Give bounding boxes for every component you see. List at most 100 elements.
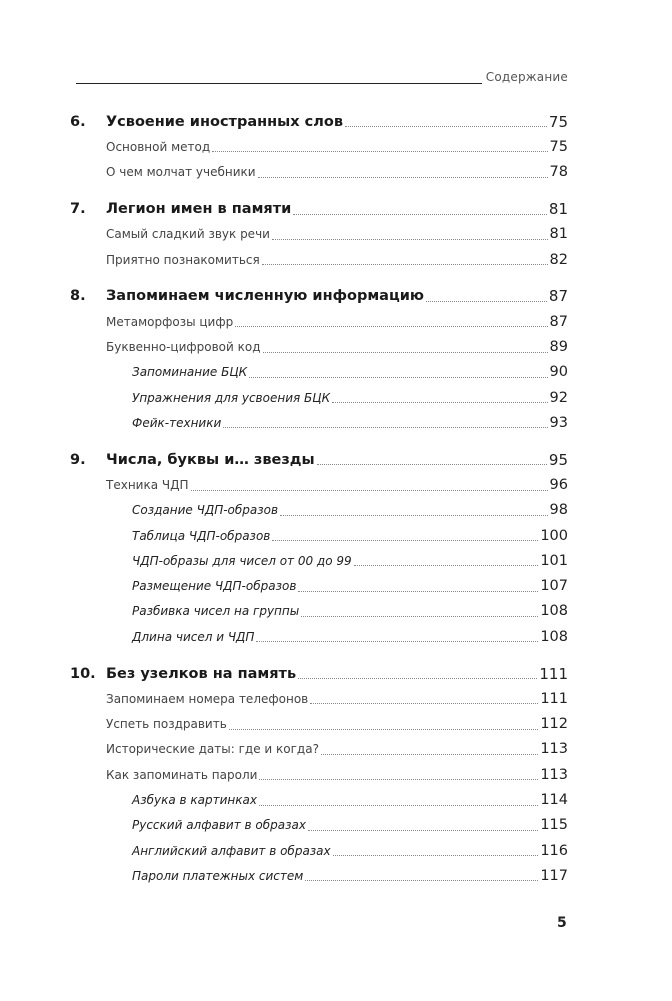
dot-leader [235, 325, 548, 328]
toc-section-row[interactable]: Техника ЧДП 96 [70, 472, 568, 497]
entry-title: Запоминаем номера телефонов [106, 691, 309, 706]
dot-leader [212, 150, 548, 153]
entry-title: О чем молчат учебники [106, 165, 256, 180]
chapter-number: 6. [70, 113, 86, 130]
entry-title: Упражнения для усвоения БЦК [132, 390, 331, 405]
entry-title: Фейк-техники [132, 415, 222, 430]
chapter-title: Запоминаем численную информацию [106, 288, 424, 305]
toc-subsection-row[interactable]: Запоминание БЦК 90 [70, 360, 568, 385]
toc-subsection-row[interactable]: Английский алфавит в образах 116 [70, 838, 568, 863]
toc-section-row[interactable]: Буквенно-цифровой код 89 [70, 334, 568, 359]
toc-chapter-row[interactable]: 9. Числа, буквы и… звезды 95 [70, 447, 568, 472]
toc-chapter-row[interactable]: 6. Усвоение иностранных слов 75 [70, 109, 568, 134]
toc-subsection-row[interactable]: Длина чисел и ЧДП 108 [70, 624, 568, 649]
toc-section-row[interactable]: Как запоминать пароли 113 [70, 762, 568, 787]
dot-leader [298, 677, 538, 680]
toc-subsection-row[interactable]: Азбука в картинках 114 [70, 787, 568, 812]
entry-title: Метаморфозы цифр [106, 314, 234, 329]
entry-title: Буквенно-цифровой код [106, 340, 261, 355]
toc-subsection-row[interactable]: Создание ЧДП-образов 98 [70, 498, 568, 523]
dot-leader [228, 728, 539, 730]
dot-leader [256, 640, 539, 643]
page-ref: 112 [540, 716, 568, 733]
toc-subsection-row[interactable]: Пароли платежных систем 117 [70, 863, 568, 888]
toc-section-row[interactable]: Запоминаем номера телефонов 111 [70, 686, 568, 711]
page-ref: 98 [549, 502, 568, 519]
entry-title: Создание ЧДП-образов [132, 503, 279, 518]
dot-leader [190, 489, 548, 491]
chapter-number: 9. [70, 451, 86, 468]
dot-leader [257, 176, 548, 178]
dot-leader [316, 463, 547, 466]
toc-section-row[interactable]: Самый сладкий звук речи 81 [70, 222, 568, 247]
dot-leader [262, 351, 548, 353]
dot-leader [293, 213, 547, 215]
dot-leader [307, 829, 539, 831]
page-ref: 111 [540, 690, 568, 707]
dot-leader [261, 263, 548, 266]
entry-title: Пароли платежных систем [132, 868, 304, 883]
dot-leader [280, 514, 548, 516]
page-ref: 82 [549, 251, 568, 268]
dot-leader [425, 300, 547, 302]
dot-leader [272, 539, 539, 542]
page-ref: 81 [549, 226, 568, 243]
entry-title: Основной метод [106, 139, 211, 154]
dot-leader [332, 854, 539, 857]
page-ref: 108 [540, 628, 568, 645]
toc-subsection-row[interactable]: Русский алфавит в образах 115 [70, 813, 568, 838]
toc-chapter: 7. Легион имен в памяти 81 Самый сладкий зв… [70, 196, 568, 272]
toc-section-row[interactable]: Успеть поздравить 112 [70, 712, 568, 737]
entry-title: Самый сладкий звук речи [106, 227, 270, 242]
toc-chapter-row[interactable]: 10. Без узелков на память 111 [70, 661, 568, 686]
toc-subsection-row[interactable]: Таблица ЧДП-образов 100 [70, 523, 568, 548]
toc-subsection-row[interactable]: Размещение ЧДП-образов 107 [70, 574, 568, 599]
page-ref: 95 [548, 450, 568, 469]
page-ref: 115 [540, 817, 568, 834]
page-ref: 75 [548, 112, 568, 131]
entry-title: Запоминание БЦК [132, 365, 248, 380]
chapter-title: Легион имен в памяти [106, 201, 292, 218]
dot-leader [271, 238, 548, 240]
entry-title: Приятно познакомиться [106, 252, 260, 267]
toc-section-row[interactable]: О чем молчат учебники 78 [70, 160, 568, 185]
toc-subsection-row[interactable]: Разбивка чисел на группы 108 [70, 599, 568, 624]
dot-leader [259, 778, 539, 781]
entry-title: Как запоминать пароли [106, 767, 258, 782]
chapter-title: Усвоение иностранных слов [106, 113, 344, 130]
chapter-number: 8. [70, 288, 86, 305]
page-ref: 78 [549, 164, 568, 181]
toc-chapter: 8. Запоминаем численную информацию 87 Метам… [70, 284, 568, 436]
page-ref: 114 [540, 792, 568, 809]
page-ref: 93 [549, 414, 568, 431]
entry-title: Английский алфавит в образах [132, 843, 331, 858]
toc-section-row[interactable]: Метаморфозы цифр 87 [70, 309, 568, 334]
toc-chapter-row[interactable]: 8. Запоминаем численную информацию 87 [70, 284, 568, 309]
page-ref: 81 [548, 200, 568, 219]
dot-leader [353, 564, 539, 567]
toc-chapter-row[interactable]: 7. Легион имен в памяти 81 [70, 196, 568, 221]
dot-leader [320, 753, 539, 755]
toc-subsection-row[interactable]: Фейк-техники 93 [70, 410, 568, 435]
toc-section-row[interactable]: Исторические даты: где и когда? 113 [70, 737, 568, 762]
running-header: Содержание [76, 64, 568, 86]
header-title: Содержание [485, 70, 568, 84]
dot-leader [223, 426, 548, 429]
page-ref: 89 [549, 339, 568, 356]
chapter-title: Без узелков на память [106, 665, 297, 682]
toc-subsection-row[interactable]: ЧДП-образы для чисел от 00 до 99 101 [70, 548, 568, 573]
chapter-number: 10. [70, 665, 96, 682]
toc-section-row[interactable]: Основной метод 75 [70, 134, 568, 159]
entry-title: Успеть поздравить [106, 717, 227, 732]
toc-subsection-row[interactable]: Упражнения для усвоения БЦК 92 [70, 385, 568, 410]
toc-chapter: 9. Числа, буквы и… звезды 95 Техника ЧДП 96 С… [70, 447, 568, 649]
toc-section-row[interactable]: Приятно познакомиться 82 [70, 247, 568, 272]
toc-chapter: 10. Без узелков на память 111 Запоминаем но… [70, 661, 568, 889]
page-ref: 96 [549, 477, 568, 493]
entry-title: Техника ЧДП [106, 478, 189, 492]
entry-title: Размещение ЧДП-образов [132, 579, 297, 594]
page-ref: 101 [540, 552, 568, 569]
page-ref: 87 [548, 287, 568, 306]
page-ref: 113 [540, 766, 568, 783]
dot-leader [258, 804, 539, 806]
